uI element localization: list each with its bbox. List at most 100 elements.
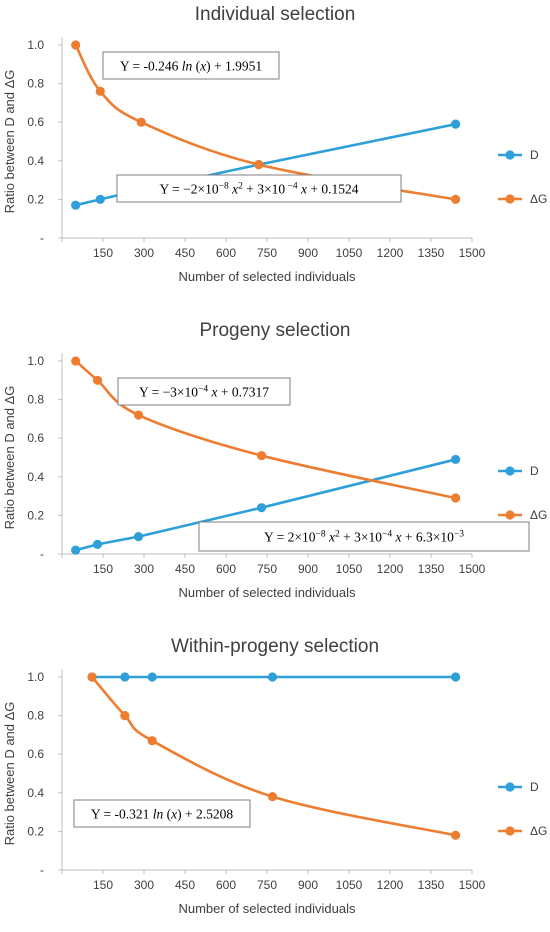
legend-label-dG: ΔG [530,508,547,522]
data-point-D [147,672,157,682]
chart-svg: Individual selection - 0.2 0.4 0.6 0.8 1.0 150 3… [2,4,547,284]
data-point-dG [254,160,264,170]
trendline-equation: Y = 2×10−8 x2 + 3×10−4 x + 6.3×10−3 [264,530,464,545]
equation-box [117,377,291,406]
legend-label-dG: ΔG [530,192,547,206]
x-tick-label: 450 [175,562,195,576]
data-point-dG [133,410,144,420]
data-point-D [95,194,105,204]
trendline-equation: Y = −2×10−8 x2 + 3×10 −4 x + 0.1524 [160,182,359,197]
equation-box [102,51,280,80]
equation-box [198,521,530,552]
legend-marker-D [505,150,515,160]
x-tick-label: 1350 [418,246,445,260]
y-axis-label: Ratio between D and ΔG [2,386,17,530]
y-tick-label: 0.2 [27,192,44,206]
x-tick-label: 1500 [459,562,486,576]
chart-panel-individual-selection: Individual selection - 0.2 0.4 0.6 0.8 1.0 150 3… [0,0,550,300]
chart-svg: Progeny selection - 0.2 0.4 0.6 0.8 1.0 150 300 4… [2,320,547,600]
data-point-dG [120,711,130,721]
data-point-D [71,200,81,210]
y-tick-label: 1.0 [27,38,44,52]
x-tick-label: 1350 [418,878,445,892]
y-axis-label: Ratio between D and ΔG [2,70,17,214]
equation-box [116,174,402,203]
y-tick-label: 0.2 [27,824,44,838]
chart-panel-progeny-selection: Progeny selection - 0.2 0.4 0.6 0.8 1.0 150 300 4… [0,316,550,616]
data-point-D [267,672,278,682]
data-point-dG [71,40,81,50]
data-point-dG [147,736,157,746]
y-tick-label: 0.2 [27,508,44,522]
x-axis-label: Number of selected individuals [178,269,356,284]
data-point-dG [267,792,278,802]
y-tick-label: 0.8 [27,393,44,407]
legend-label-dG: ΔG [530,824,547,838]
legend-marker-dG [505,194,515,204]
y-tick-label: 0.8 [27,77,44,91]
x-tick-label: 750 [257,562,277,576]
y-tick-label: - [40,547,44,561]
y-tick-label: 0.4 [27,154,44,168]
y-tick-label: 0.6 [27,431,44,445]
x-tick-label: 1500 [459,246,486,260]
chart-title: Progeny selection [199,320,350,341]
x-tick-label: 450 [175,878,195,892]
x-tick-label: 750 [257,246,277,260]
data-point-D [71,545,81,555]
legend-label-D: D [530,780,539,794]
x-tick-label: 900 [298,562,318,576]
chart-title: Within-progeny selection [171,636,379,657]
legend-marker-dG [505,510,515,520]
y-tick-label: 1.0 [27,670,44,684]
data-point-D [451,119,461,129]
x-tick-label: 1500 [459,878,486,892]
chart-title: Individual selection [195,4,356,25]
chart-svg: Within-progeny selection - 0.2 0.4 0.6 0.8 1.0… [2,636,547,916]
data-point-dG [92,375,103,385]
x-axis-label: Number of selected individuals [178,585,356,600]
legend-marker-D [505,466,515,476]
legend-label-D: D [530,464,539,478]
x-tick-label: 600 [216,246,236,260]
trendline-equation: Y = -0.321 ln (x) + 2.5208 [91,807,233,822]
trendline-equation: Y = -0.246 ln (x) + 1.9951 [120,59,262,74]
y-tick-label: 0.6 [27,747,44,761]
x-tick-label: 150 [93,878,113,892]
data-point-D [120,672,130,682]
x-tick-label: 150 [93,562,113,576]
x-tick-label: 300 [134,878,154,892]
data-point-dG [451,830,461,840]
data-point-dG [256,450,267,461]
legend-marker-D [505,782,515,792]
equation-box [73,799,251,828]
y-tick-label: 0.8 [27,709,44,723]
x-tick-label: 1050 [336,878,363,892]
y-tick-label: 0.6 [27,115,44,129]
y-tick-label: - [40,231,44,245]
x-tick-label: 150 [93,246,113,260]
x-axis-label: Number of selected individuals [178,901,356,916]
x-tick-label: 900 [298,878,318,892]
data-point-dG [71,356,81,366]
x-tick-label: 750 [257,878,277,892]
x-tick-label: 1050 [336,246,363,260]
x-tick-label: 900 [298,246,318,260]
data-point-D [256,503,267,513]
x-tick-label: 1200 [377,246,404,260]
x-tick-label: 600 [216,562,236,576]
x-tick-label: 600 [216,878,236,892]
y-tick-label: 1.0 [27,354,44,368]
data-point-D [451,454,461,465]
x-tick-label: 1200 [377,562,404,576]
legend-marker-dG [505,826,515,836]
data-point-D [133,532,144,542]
x-tick-label: 300 [134,246,154,260]
x-tick-label: 1350 [418,562,445,576]
data-point-D [92,539,103,549]
data-point-dG [95,86,105,96]
data-point-dG [87,672,97,682]
data-point-dG [451,493,461,503]
trendline-equation: Y = −3×10−4 x + 0.7317 [139,385,269,400]
y-tick-label: 0.4 [27,470,44,484]
